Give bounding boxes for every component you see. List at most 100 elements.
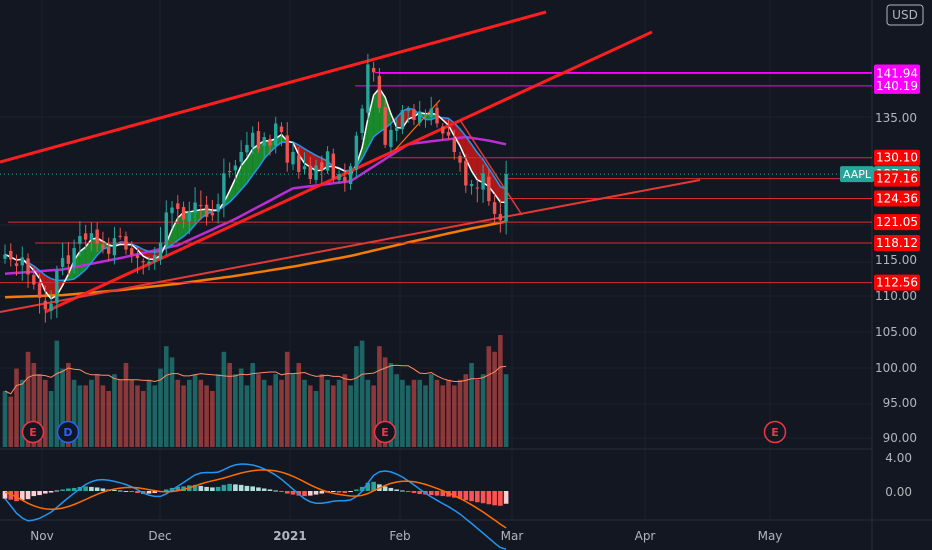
cloud-segment bbox=[79, 246, 86, 275]
time-axis-label: Mar bbox=[501, 529, 524, 543]
candle-body bbox=[360, 108, 364, 133]
macd-histogram-bar bbox=[31, 491, 37, 497]
candle-body bbox=[49, 303, 53, 311]
macd-histogram-bar bbox=[66, 488, 71, 491]
event-label: E bbox=[29, 426, 37, 439]
event-marker-earnings[interactable]: E bbox=[21, 420, 45, 444]
trendline bbox=[0, 179, 701, 313]
candle-body bbox=[279, 126, 284, 133]
macd-histogram-bar bbox=[440, 491, 446, 497]
price-axis[interactable]: 135.00 115.00 110.00 105.00 100.00 95.00 90.00… bbox=[875, 111, 917, 499]
volume-bar bbox=[187, 379, 192, 447]
time-axis[interactable]: Nov Dec 2021 Feb Mar Apr May bbox=[30, 529, 782, 543]
macd-line bbox=[4, 463, 507, 550]
candle-body bbox=[60, 258, 65, 267]
volume-bar bbox=[371, 385, 376, 447]
candle-body bbox=[389, 129, 393, 148]
candle-body bbox=[14, 263, 19, 266]
volume-bar bbox=[129, 379, 135, 447]
volume-bar bbox=[112, 374, 117, 447]
volume-bar bbox=[175, 379, 181, 447]
price-axis-label: 95.00 bbox=[883, 396, 917, 410]
volume-bar bbox=[31, 363, 37, 447]
trendline bbox=[44, 30, 653, 314]
candle-body bbox=[153, 255, 157, 262]
macd-histogram-bar bbox=[2, 491, 8, 499]
currency-badge-frame bbox=[886, 4, 924, 26]
macd-axis-label: 0.00 bbox=[885, 485, 912, 499]
volume-bar bbox=[405, 385, 411, 447]
volume-bar bbox=[37, 374, 42, 447]
event-marker-dividend[interactable]: D bbox=[56, 420, 80, 444]
candle-body bbox=[78, 236, 82, 244]
macd-histogram-bar bbox=[354, 489, 359, 491]
symbol-tag[interactable]: AAPL bbox=[840, 166, 874, 183]
candle-body bbox=[492, 202, 497, 214]
volume-bar bbox=[348, 385, 353, 447]
volume-bar bbox=[411, 379, 417, 447]
candle-body bbox=[26, 258, 30, 275]
macd-histogram-bar bbox=[400, 490, 405, 492]
candle-body bbox=[227, 171, 232, 173]
time-axis-label: Apr bbox=[635, 529, 656, 543]
macd-histogram-bar bbox=[163, 489, 169, 491]
volume-bar bbox=[428, 374, 434, 447]
volume-bar bbox=[210, 391, 215, 447]
price-axis-label: 110.00 bbox=[875, 289, 917, 303]
price-tag: 112.56 bbox=[874, 274, 920, 291]
candle-body bbox=[101, 244, 105, 249]
candle-body bbox=[176, 203, 180, 209]
macd-histogram-bar bbox=[129, 491, 135, 493]
candle-body bbox=[423, 114, 428, 116]
candle-body bbox=[43, 300, 48, 310]
volume-bar bbox=[417, 379, 423, 447]
candle-body bbox=[193, 202, 197, 213]
candle-body bbox=[164, 212, 168, 246]
candle-body bbox=[170, 207, 174, 214]
candle-body bbox=[124, 236, 128, 250]
candle-body bbox=[452, 138, 456, 152]
macd-histogram-bar bbox=[411, 491, 417, 494]
candle-body bbox=[135, 255, 140, 259]
macd-histogram-bar bbox=[135, 491, 140, 494]
ma-purple-line bbox=[4, 135, 507, 275]
cloud-segment bbox=[454, 123, 461, 146]
macd-histogram-bar bbox=[238, 484, 244, 491]
macd-histogram-bar bbox=[469, 491, 474, 502]
candle-body bbox=[268, 138, 272, 146]
volume-bar bbox=[221, 351, 227, 447]
volume-bar bbox=[43, 379, 48, 447]
macd-histogram-bar bbox=[71, 487, 77, 491]
volume-bar bbox=[48, 391, 54, 447]
volume-bar bbox=[250, 363, 255, 447]
volume-bar bbox=[94, 374, 100, 447]
indicator-lines bbox=[4, 87, 507, 300]
cloud-segment bbox=[471, 144, 478, 180]
macd-histogram-bar bbox=[457, 491, 463, 499]
event-marker-earnings[interactable]: E bbox=[373, 420, 397, 444]
candle-body bbox=[216, 203, 220, 212]
candle-body bbox=[256, 131, 261, 149]
volume-bar bbox=[423, 385, 428, 447]
price-tag-value: 130.10 bbox=[876, 151, 918, 165]
macd-histogram-bar bbox=[492, 491, 497, 506]
event-circle bbox=[56, 420, 80, 444]
candle-body bbox=[9, 250, 13, 260]
price-tag-box bbox=[874, 149, 920, 166]
cloud-segment bbox=[172, 217, 178, 245]
volume-bar bbox=[331, 385, 336, 447]
price-tag: 127.16 bbox=[874, 170, 920, 187]
candle-body bbox=[141, 261, 145, 263]
candle-body bbox=[83, 233, 88, 240]
symbol-tag-box bbox=[840, 166, 874, 183]
macd-histogram-bar bbox=[60, 489, 65, 491]
macd-histogram-bar bbox=[342, 491, 348, 494]
volume-bar bbox=[227, 363, 232, 447]
currency-badge[interactable]: USD bbox=[886, 4, 924, 26]
time-axis-label: Nov bbox=[30, 529, 53, 543]
volume-bar bbox=[77, 385, 83, 447]
candle-body bbox=[446, 131, 451, 136]
event-marker-earnings-upcoming[interactable]: E bbox=[763, 420, 787, 444]
volume-bar bbox=[106, 391, 111, 447]
